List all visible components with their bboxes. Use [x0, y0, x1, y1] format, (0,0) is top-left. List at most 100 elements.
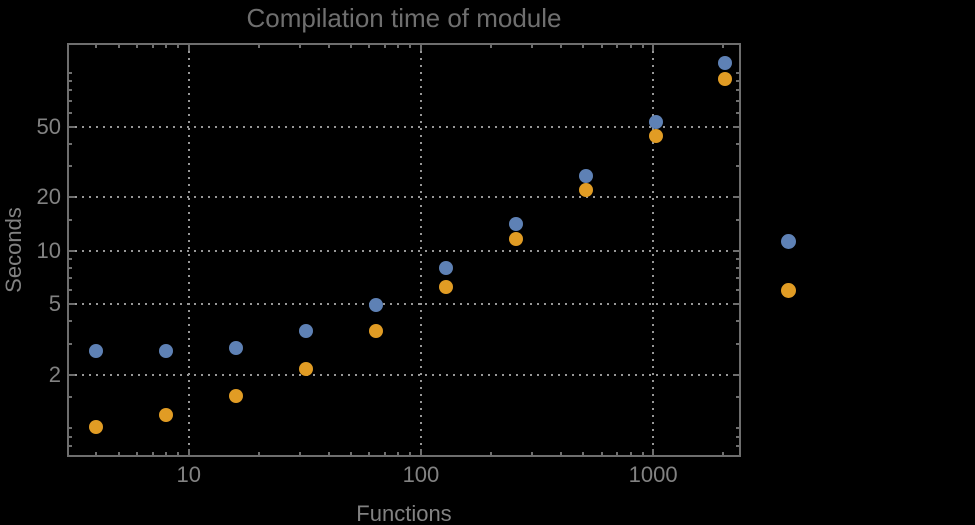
y-tick-mark	[736, 396, 741, 399]
x-tick-mark	[616, 451, 619, 456]
y-tick-mark	[736, 80, 741, 83]
y-tick-mark	[736, 218, 741, 221]
x-tick-label: 10	[176, 462, 201, 487]
y-tick-mark	[736, 267, 741, 270]
y-tick-mark	[68, 80, 73, 83]
chart-title: Compilation time of module	[246, 3, 562, 33]
gridline-x	[652, 43, 655, 456]
x-tick-mark	[559, 451, 562, 456]
y-tick-mark	[736, 99, 741, 102]
x-tick-mark	[419, 43, 422, 51]
y-tick-label: 50	[36, 113, 61, 139]
data-point	[89, 343, 104, 358]
x-tick-mark	[383, 451, 386, 456]
y-tick-mark	[68, 142, 73, 145]
y-tick-mark	[68, 444, 73, 447]
y-tick-mark	[736, 320, 741, 323]
x-tick-mark	[559, 43, 562, 48]
y-tick-mark	[68, 320, 73, 323]
x-tick-mark	[177, 451, 180, 456]
y-tick-mark	[68, 99, 73, 102]
y-tick-label: 20	[36, 184, 61, 210]
x-tick-mark	[298, 451, 301, 456]
x-tick-mark	[397, 43, 400, 48]
data-point	[578, 168, 593, 183]
data-point	[438, 280, 453, 295]
data-point	[299, 324, 314, 339]
legend-marker	[781, 282, 797, 298]
y-tick-mark	[736, 111, 741, 114]
x-tick-mark	[95, 451, 98, 456]
data-point	[718, 56, 733, 71]
x-tick-mark	[616, 43, 619, 48]
y-tick-mark	[68, 342, 73, 345]
legend-marker	[781, 233, 797, 249]
x-tick-mark	[419, 448, 422, 456]
y-tick-mark	[733, 196, 741, 199]
gridline-y	[68, 249, 741, 252]
y-tick-mark	[68, 373, 76, 376]
x-tick-mark	[95, 43, 98, 48]
y-tick-mark	[736, 142, 741, 145]
gridline-y	[68, 125, 741, 128]
x-tick-label: 100	[402, 462, 440, 487]
y-tick-mark	[68, 249, 76, 252]
data-point	[578, 182, 593, 197]
x-tick-mark	[530, 43, 533, 48]
x-tick-mark	[368, 451, 371, 456]
x-tick-mark	[298, 43, 301, 48]
y-tick-mark	[68, 277, 73, 280]
x-tick-mark	[409, 451, 412, 456]
x-tick-mark	[368, 43, 371, 48]
y-tick-mark	[736, 277, 741, 280]
x-tick-mark	[165, 451, 168, 456]
x-tick-mark	[165, 43, 168, 48]
data-point	[229, 389, 244, 404]
x-tick-mark	[652, 43, 655, 51]
data-point	[648, 114, 663, 129]
x-tick-mark	[722, 43, 725, 48]
y-tick-mark	[736, 427, 741, 430]
x-tick-mark	[327, 451, 330, 456]
data-point	[368, 297, 383, 312]
y-tick-mark	[68, 89, 73, 92]
y-tick-mark	[736, 257, 741, 260]
gridline-x	[187, 43, 190, 456]
y-tick-mark	[733, 373, 741, 376]
y-tick-label: 10	[36, 237, 61, 263]
x-tick-mark	[722, 451, 725, 456]
x-tick-mark	[177, 43, 180, 48]
y-tick-mark	[736, 89, 741, 92]
x-tick-mark	[641, 451, 644, 456]
gridline-y	[68, 303, 741, 306]
x-tick-mark	[629, 451, 632, 456]
x-tick-mark	[257, 451, 260, 456]
data-point	[159, 408, 174, 422]
data-point	[89, 419, 104, 434]
x-tick-mark	[600, 451, 603, 456]
x-tick-mark	[327, 43, 330, 48]
x-tick-mark	[409, 43, 412, 48]
y-tick-label: 5	[48, 291, 61, 317]
x-tick-mark	[629, 43, 632, 48]
y-tick-mark	[736, 165, 741, 168]
y-tick-mark	[68, 72, 73, 75]
data-point	[438, 260, 453, 275]
y-tick-mark	[68, 435, 73, 438]
gridline-y	[68, 196, 741, 199]
y-tick-mark	[68, 196, 76, 199]
x-tick-mark	[489, 451, 492, 456]
x-tick-mark	[530, 451, 533, 456]
x-tick-mark	[582, 43, 585, 48]
data-point	[648, 128, 663, 143]
y-tick-mark	[68, 396, 73, 399]
y-tick-mark	[68, 165, 73, 168]
y-tick-mark	[736, 342, 741, 345]
x-tick-mark	[641, 43, 644, 48]
x-tick-mark	[187, 43, 190, 51]
x-tick-mark	[383, 43, 386, 48]
y-tick-mark	[68, 427, 73, 430]
x-tick-mark	[600, 43, 603, 48]
data-point	[368, 324, 383, 339]
